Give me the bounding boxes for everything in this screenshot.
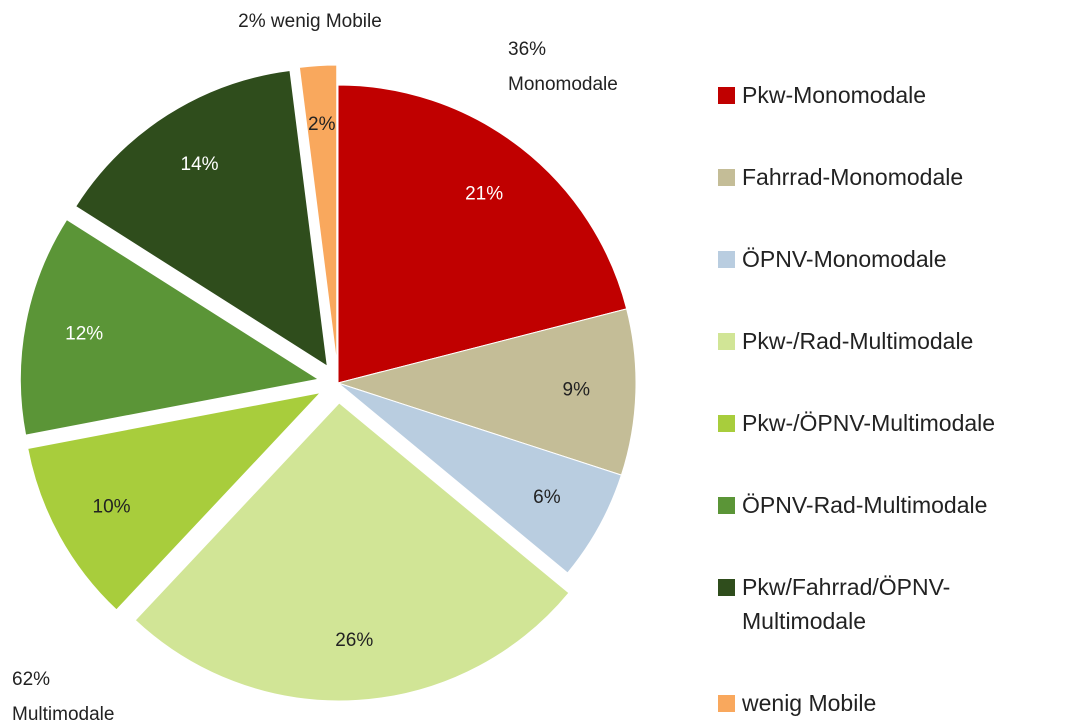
legend-swatch — [718, 169, 735, 186]
legend-label: ÖPNV-Monomodale — [742, 246, 947, 272]
annotation: 62% — [12, 669, 50, 690]
legend-item: Pkw-/Rad-Multimodale — [718, 324, 1048, 358]
legend-label: ÖPNV-Rad-Multimodale — [742, 492, 988, 518]
annotation: 2% wenig Mobile — [238, 11, 382, 32]
legend-swatch — [718, 695, 735, 712]
legend-swatch — [718, 87, 735, 104]
pie-slice — [337, 84, 628, 384]
legend-swatch — [718, 415, 735, 432]
legend-item: ÖPNV-Monomodale — [718, 242, 1048, 276]
pie-slice — [337, 382, 623, 574]
legend-item: Pkw-Monomodale — [718, 78, 1048, 112]
data-label: 6% — [533, 487, 561, 508]
legend-item: Pkw/Fahrrad/ÖPNV-Multimodale — [718, 570, 1048, 638]
data-label: 9% — [563, 380, 591, 401]
pie-slice — [336, 308, 637, 476]
legend-item: Pkw-/ÖPNV-Multimodale — [718, 406, 1048, 440]
data-label: 21% — [465, 184, 503, 205]
legend-item: ÖPNV-Rad-Multimodale — [718, 488, 1048, 522]
annotation: Monomodale — [508, 74, 618, 95]
pie-slice — [134, 402, 570, 702]
legend-label: Pkw/Fahrrad/ÖPNV-Multimodale — [742, 574, 951, 634]
legend-item: Fahrrad-Monomodale — [718, 160, 1048, 194]
data-label: 2% — [308, 114, 336, 135]
legend-swatch — [718, 497, 735, 514]
legend-swatch — [718, 333, 735, 350]
legend-label: Pkw-/Rad-Multimodale — [742, 328, 974, 354]
legend-swatch — [718, 579, 735, 596]
data-label: 10% — [93, 497, 131, 518]
pie-slice — [19, 218, 320, 436]
pie-slice — [27, 391, 322, 611]
legend-label: wenig Mobile — [742, 690, 877, 716]
data-label: 26% — [335, 630, 373, 651]
pie-slice — [74, 69, 328, 368]
legend-label: Pkw-Monomodale — [742, 82, 927, 108]
legend: Pkw-Monomodale Fahrrad-Monomodale ÖPNV-Mon… — [718, 78, 1048, 720]
legend-label: Fahrrad-Monomodale — [742, 164, 964, 190]
annotation: Multimodale — [12, 704, 114, 722]
data-label: 14% — [181, 154, 219, 175]
data-label: 12% — [65, 324, 103, 345]
legend-swatch — [718, 251, 735, 268]
legend-item: wenig Mobile — [718, 686, 1048, 720]
legend-label: Pkw-/ÖPNV-Multimodale — [742, 410, 996, 436]
pie-slice — [298, 64, 338, 364]
annotation: 36% — [508, 39, 546, 60]
